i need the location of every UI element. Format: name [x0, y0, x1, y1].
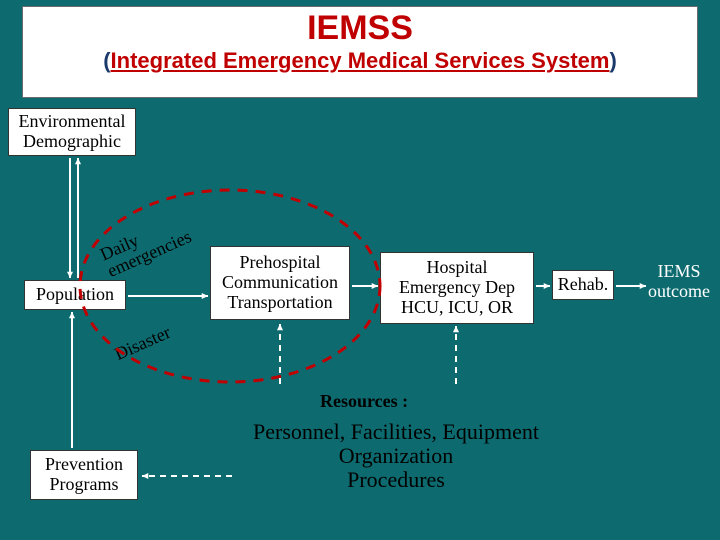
title-box: IEMSS (Integrated Emergency Medical Serv…: [22, 6, 698, 98]
box-hospital: Hospital Emergency Dep HCU, ICU, OR: [380, 252, 534, 324]
box-rehab-text: Rehab.: [558, 275, 608, 295]
box-prehosp-text: Prehospital Communication Transportation: [222, 253, 338, 312]
arrow-prevention-to-pop: [69, 312, 75, 448]
label-resources-body: Personnel, Facilities, Equipment Organiz…: [236, 420, 556, 493]
label-resources-heading: Resources :: [320, 392, 408, 412]
arrow-rehab-to-outcome: [616, 283, 646, 289]
label-daily-emergencies: Dailyemergencies: [97, 211, 194, 280]
box-environmental-demographic: Environmental Demographic: [8, 108, 136, 156]
box-population-text: Population: [36, 285, 114, 305]
arrow-res-to-hosp: [453, 326, 459, 384]
box-rehab: Rehab.: [552, 270, 614, 300]
arrow-pop-to-env: [75, 158, 81, 278]
box-prevention-programs: Prevention Programs: [30, 450, 138, 500]
arrow-hosp-to-rehab: [536, 283, 550, 289]
title-sub-open-paren: (: [103, 48, 110, 73]
arrow-prehosp-to-hosp: [352, 283, 378, 289]
diagram-stage: IEMSS (Integrated Emergency Medical Serv…: [0, 0, 720, 540]
box-prevention-text: Prevention Programs: [45, 455, 123, 495]
label-disaster: Disaster: [111, 322, 173, 365]
title-main: IEMSS: [23, 9, 697, 48]
box-env-text: Environmental Demographic: [19, 112, 126, 152]
arrow-res-to-prevention: [142, 473, 232, 479]
box-prehospital: Prehospital Communication Transportation: [210, 246, 350, 320]
box-hospital-text: Hospital Emergency Dep HCU, ICU, OR: [399, 258, 515, 317]
box-population: Population: [24, 280, 126, 310]
title-subtitle: (Integrated Emergency Medical Services S…: [23, 48, 697, 73]
label-iems-outcome: IEMS outcome: [648, 262, 710, 302]
title-sub-close-paren: ): [609, 48, 616, 73]
title-sub-text: Integrated Emergency Medical Services Sy…: [111, 48, 610, 73]
arrow-env-to-pop: [67, 158, 73, 278]
arrow-res-to-prehosp: [277, 324, 283, 384]
arrow-pop-to-prehosp: [128, 293, 208, 299]
